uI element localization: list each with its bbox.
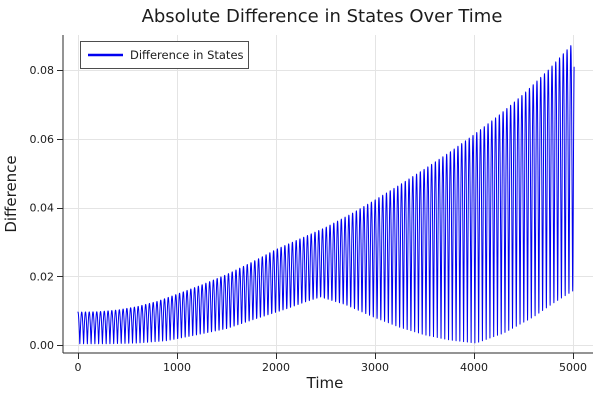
y-tick-label: 0.00 xyxy=(30,339,55,352)
tick-marks xyxy=(57,70,574,359)
x-tick-label: 3000 xyxy=(361,361,389,374)
x-tick-label: 2000 xyxy=(262,361,290,374)
x-tick-label: 4000 xyxy=(460,361,488,374)
y-tick-label: 0.02 xyxy=(30,270,55,283)
y-axis-tick-labels: 0.00 0.02 0.04 0.06 0.08 xyxy=(30,64,55,352)
legend-entry-label: Difference in States xyxy=(130,48,244,62)
x-axis-label: Time xyxy=(306,374,344,392)
difference-series-line xyxy=(77,45,575,345)
y-tick-label: 0.08 xyxy=(30,64,55,77)
y-tick-label: 0.06 xyxy=(30,133,55,146)
y-axis-label: Difference xyxy=(2,155,20,232)
x-tick-label: 5000 xyxy=(559,361,587,374)
chart-title: Absolute Difference in States Over Time xyxy=(142,6,503,27)
axis-spines xyxy=(62,35,593,354)
x-tick-label: 0 xyxy=(74,361,81,374)
legend: Difference in States xyxy=(80,41,249,69)
y-tick-label: 0.04 xyxy=(30,202,55,215)
x-tick-label: 1000 xyxy=(163,361,191,374)
x-axis-tick-labels: 0 1000 2000 3000 4000 5000 xyxy=(74,361,587,374)
